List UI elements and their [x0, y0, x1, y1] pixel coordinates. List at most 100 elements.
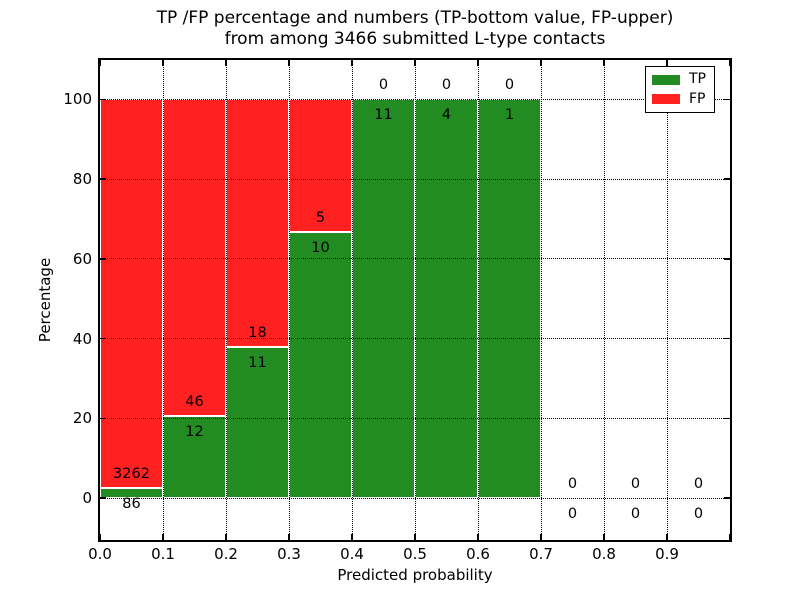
x-axis-label: Predicted probability: [337, 566, 493, 584]
x-tick-mark: [666, 534, 668, 540]
bar-tp-count-label: 0: [567, 506, 578, 522]
x-tick-mark: [729, 60, 731, 66]
bar-segment-tp: [352, 99, 415, 498]
chart-title-line-2: from among 3466 submitted L-type contact…: [224, 29, 606, 49]
y-tick-label: 100: [63, 90, 92, 109]
y-tick-mark: [100, 417, 106, 419]
y-tick-label: 40: [72, 329, 92, 348]
grid-line-horizontal: [100, 98, 730, 100]
x-tick-label: 0.7: [529, 545, 553, 563]
legend: TP FP: [645, 66, 715, 113]
x-tick-mark: [540, 60, 542, 66]
y-tick-mark: [724, 337, 730, 340]
bar-tp-count-label: 0: [630, 506, 641, 522]
chart-title-line-1: TP /FP percentage and numbers (TP-bottom…: [156, 8, 674, 28]
y-tick-mark: [724, 497, 730, 499]
x-tick-mark: [414, 60, 416, 66]
chart-title: TP /FP percentage and numbers (TP-bottom…: [100, 8, 730, 50]
bar-fp-count-label: 0: [504, 77, 515, 94]
x-tick-mark: [477, 534, 479, 540]
grid-line-vertical: [162, 60, 164, 540]
bar-tp-count-label: 4: [441, 107, 452, 124]
grid-line-vertical: [288, 60, 290, 540]
bar-segment-tp: [415, 99, 478, 498]
bar-tp-count-label: 11: [374, 107, 393, 124]
y-tick-mark: [724, 98, 730, 101]
x-tick-mark: [99, 534, 101, 540]
grid-line-horizontal: [100, 338, 730, 340]
legend-fp-label: FP: [689, 90, 706, 107]
grid-line-vertical: [414, 60, 416, 540]
grid-line-vertical: [603, 60, 605, 540]
bar-tp-count-label: 11: [248, 354, 267, 371]
grid-line-horizontal: [100, 417, 730, 419]
x-tick-label: 0.2: [214, 545, 238, 563]
x-tick-mark: [540, 534, 542, 540]
y-tick-mark: [724, 417, 730, 419]
bar-fp-count-label: 3262: [113, 465, 150, 482]
y-tick-label: 80: [72, 170, 92, 189]
y-tick-label: 60: [72, 249, 92, 268]
bar-fp-count-label: 0: [378, 77, 389, 94]
x-tick-mark: [225, 60, 227, 66]
x-tick-mark: [414, 534, 416, 540]
legend-tp-swatch-icon: [652, 74, 680, 85]
grid-line-vertical: [225, 60, 227, 540]
grid-line-horizontal: [100, 178, 730, 180]
bar-fp-count-label: 0: [441, 77, 452, 94]
bar-fp-count-label: 46: [185, 393, 204, 410]
y-tick-label: 0: [82, 489, 92, 507]
legend-entry-tp: TP: [652, 72, 708, 87]
bar-tp-count-label: 12: [185, 423, 204, 440]
y-tick-mark: [724, 258, 730, 260]
x-tick-mark: [351, 534, 353, 540]
x-tick-mark: [603, 60, 605, 66]
bar-tp-count-label: 0: [693, 506, 704, 522]
bar-segment-tp: [163, 415, 226, 498]
y-tick-mark: [100, 497, 106, 499]
x-tick-label: 0.0: [88, 545, 112, 563]
x-tick-label: 0.3: [277, 545, 301, 563]
x-tick-label: 0.9: [655, 545, 679, 563]
bar-fp-count-label: 18: [248, 324, 267, 341]
x-tick-mark: [162, 534, 164, 540]
grid-line-vertical: [666, 60, 668, 540]
bar-segment-tp: [289, 232, 352, 498]
x-tick-mark: [288, 60, 290, 66]
x-tick-mark: [603, 534, 605, 540]
plot-area: 3262 86 46 12 18 11 5 10 0 11 0 4 0 1 0 0 0 0 0 0 TP FP: [98, 58, 732, 542]
bar-fp-count-label: 0: [693, 476, 704, 492]
x-tick-mark: [729, 534, 731, 540]
x-tick-label: 0.8: [592, 545, 616, 563]
bar-segment-fp: [226, 99, 289, 347]
y-tick-label: 20: [72, 409, 92, 428]
legend-tp-label: TP: [689, 71, 706, 88]
grid-line-horizontal: [100, 258, 730, 260]
bar-segment-fp: [289, 99, 352, 233]
x-tick-label: 0.4: [340, 545, 364, 563]
bar-tp-count-label: 86: [122, 495, 141, 512]
bar-segment-fp: [100, 99, 163, 488]
x-tick-mark: [666, 60, 668, 66]
bar-tp-count-label: 10: [311, 240, 330, 257]
x-tick-mark: [477, 60, 479, 66]
grid-line-vertical: [477, 60, 479, 540]
legend-entry-fp: FP: [652, 90, 708, 107]
x-tick-label: 0.5: [403, 545, 427, 563]
bar-tp-count-label: 1: [504, 107, 515, 124]
grid-line-horizontal: [100, 497, 730, 499]
x-tick-mark: [99, 60, 101, 66]
y-tick-mark: [100, 258, 106, 260]
x-tick-mark: [351, 60, 353, 66]
x-tick-mark: [162, 60, 164, 66]
x-tick-label: 0.6: [466, 545, 490, 563]
grid-line-vertical: [540, 60, 542, 540]
grid-line-vertical: [351, 60, 353, 540]
y-tick-mark: [100, 178, 106, 180]
bar-fp-count-label: 0: [630, 476, 641, 492]
bar-segment-tp: [478, 99, 541, 498]
legend-fp-swatch-icon: [652, 94, 680, 105]
x-tick-label: 0.1: [151, 545, 175, 563]
y-tick-mark: [724, 178, 730, 180]
